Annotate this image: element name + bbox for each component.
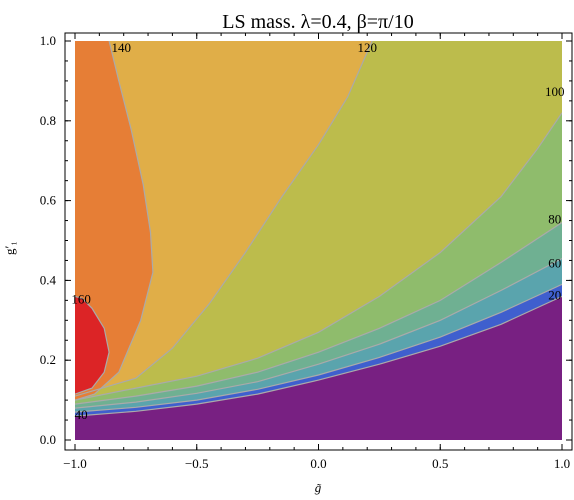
contour-labels: 140 120 100 80 60 20 160 40 [71, 40, 564, 422]
x-tick-label: −1.0 [63, 456, 87, 471]
contour-line-60 [75, 257, 562, 409]
y-tick-label: 0.6 [40, 193, 57, 208]
contour-line-140 [75, 41, 154, 401]
contour-regions [75, 41, 562, 440]
x-axis-ticks: −1.0 −0.5 0.0 0.5 1.0 [63, 33, 570, 471]
contour-label-60: 60 [548, 255, 561, 270]
region-above-160 [75, 296, 110, 395]
contour-label-80: 80 [548, 212, 561, 227]
y-tick-label: 0.2 [40, 352, 56, 367]
y-tick-label: 0.0 [40, 432, 56, 447]
contour-label-40: 40 [75, 407, 88, 422]
y-tick-label: 0.8 [40, 113, 56, 128]
y-tick-label: 1.0 [40, 33, 56, 48]
contour-line-40 [75, 283, 562, 413]
contour-line-20 [75, 295, 562, 417]
contour-line-160 [75, 295, 110, 395]
y-axis-ticks: 0.0 0.2 0.4 0.6 0.8 1.0 [40, 33, 572, 447]
x-axis-label: g̃ [315, 480, 322, 495]
contour-label-160: 160 [71, 291, 91, 306]
x-tick-label: 1.0 [554, 456, 570, 471]
contour-label-120: 120 [357, 40, 377, 55]
contour-label-140: 140 [112, 40, 132, 55]
contour-line-100 [75, 112, 562, 401]
y-tick-label: 0.4 [40, 272, 57, 287]
region-120-140 [75, 41, 373, 397]
contour-label-100: 100 [545, 84, 565, 99]
contour-lines [75, 41, 562, 417]
x-tick-label: 0.5 [432, 456, 448, 471]
x-tick-label: 0.0 [310, 456, 326, 471]
x-tick-label: −0.5 [185, 456, 209, 471]
y-axis-label: g′₁ [2, 241, 17, 255]
contour-label-20: 20 [548, 287, 561, 302]
region-140-160 [75, 41, 153, 401]
contour-line-80 [75, 221, 562, 405]
chart-title: LS mass. λ=0.4, β=π/10 [222, 11, 413, 33]
contour-line-120 [75, 41, 373, 397]
